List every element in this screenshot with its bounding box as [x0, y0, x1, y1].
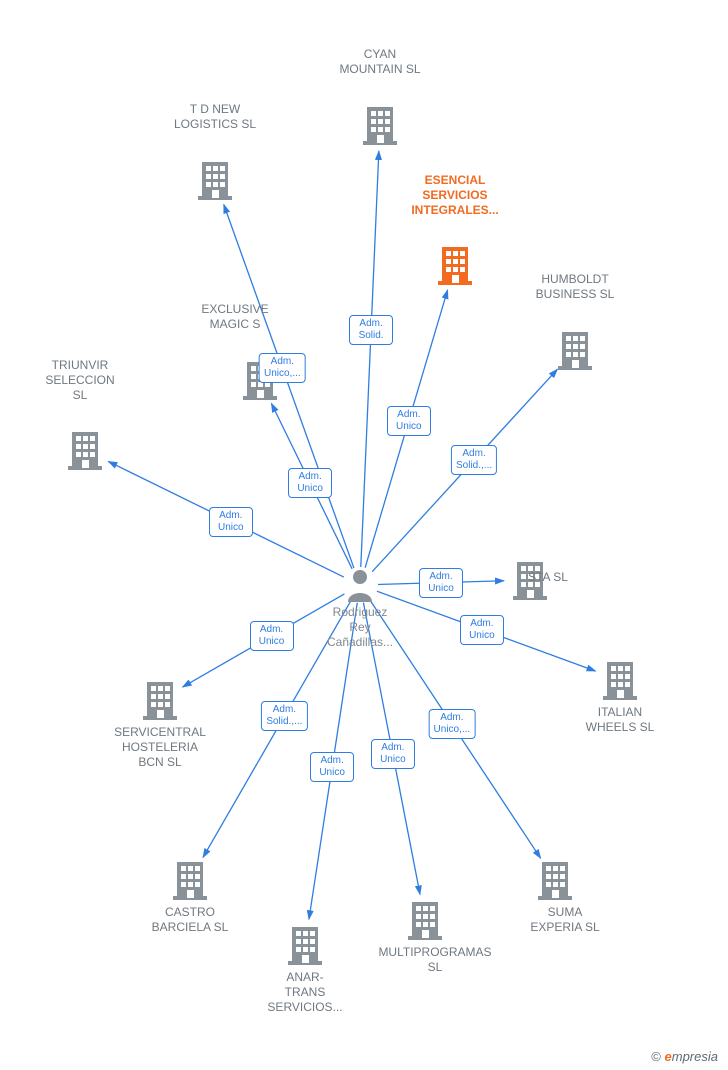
center-person-icon: [345, 568, 375, 602]
company-node-anar-icon[interactable]: [288, 925, 322, 965]
copyright-accent: e: [665, 1049, 672, 1064]
edge-label-anar: Adm. Unico: [310, 752, 354, 782]
company-node-sta-icon[interactable]: [513, 560, 547, 600]
company-node-italian-icon[interactable]: [603, 660, 637, 700]
company-node-cyan-icon[interactable]: [363, 105, 397, 145]
copyright-label: © empresia: [651, 1049, 718, 1064]
edge-label-multi: Adm. Unico: [371, 739, 415, 769]
edge-label-exclmag: Adm. Unico: [288, 468, 332, 498]
company-node-tdnew-icon[interactable]: [198, 160, 232, 200]
company-node-humboldt-icon[interactable]: [558, 330, 592, 370]
edge-label-tdnew: Adm. Unico,...: [259, 353, 306, 383]
edge-label-italian: Adm. Unico: [460, 615, 504, 645]
company-node-castro-icon[interactable]: [173, 860, 207, 900]
edge-label-suma: Adm. Unico,...: [429, 709, 476, 739]
edge-label-humboldt: Adm. Solid.,...: [451, 445, 497, 475]
company-node-triunvir-icon[interactable]: [68, 430, 102, 470]
edge-label-cyan: Adm. Solid.: [349, 315, 393, 345]
edge-label-triunvir: Adm. Unico: [209, 507, 253, 537]
edge-label-castro: Adm. Solid.,...: [261, 701, 307, 731]
copyright-symbol: ©: [651, 1049, 661, 1064]
edge-cyan: [361, 151, 379, 567]
company-node-servic-icon[interactable]: [143, 680, 177, 720]
company-node-esencial-icon[interactable]: [438, 245, 472, 285]
edge-label-servic: Adm. Unico: [250, 621, 294, 651]
edge-label-esencial: Adm. Unico: [387, 406, 431, 436]
company-node-suma-icon[interactable]: [538, 860, 572, 900]
edge-label-sta: Adm. Unico: [419, 568, 463, 598]
copyright-rest: mpresia: [672, 1049, 718, 1064]
company-node-multi-icon[interactable]: [408, 900, 442, 940]
diagram-canvas: [0, 0, 728, 1070]
